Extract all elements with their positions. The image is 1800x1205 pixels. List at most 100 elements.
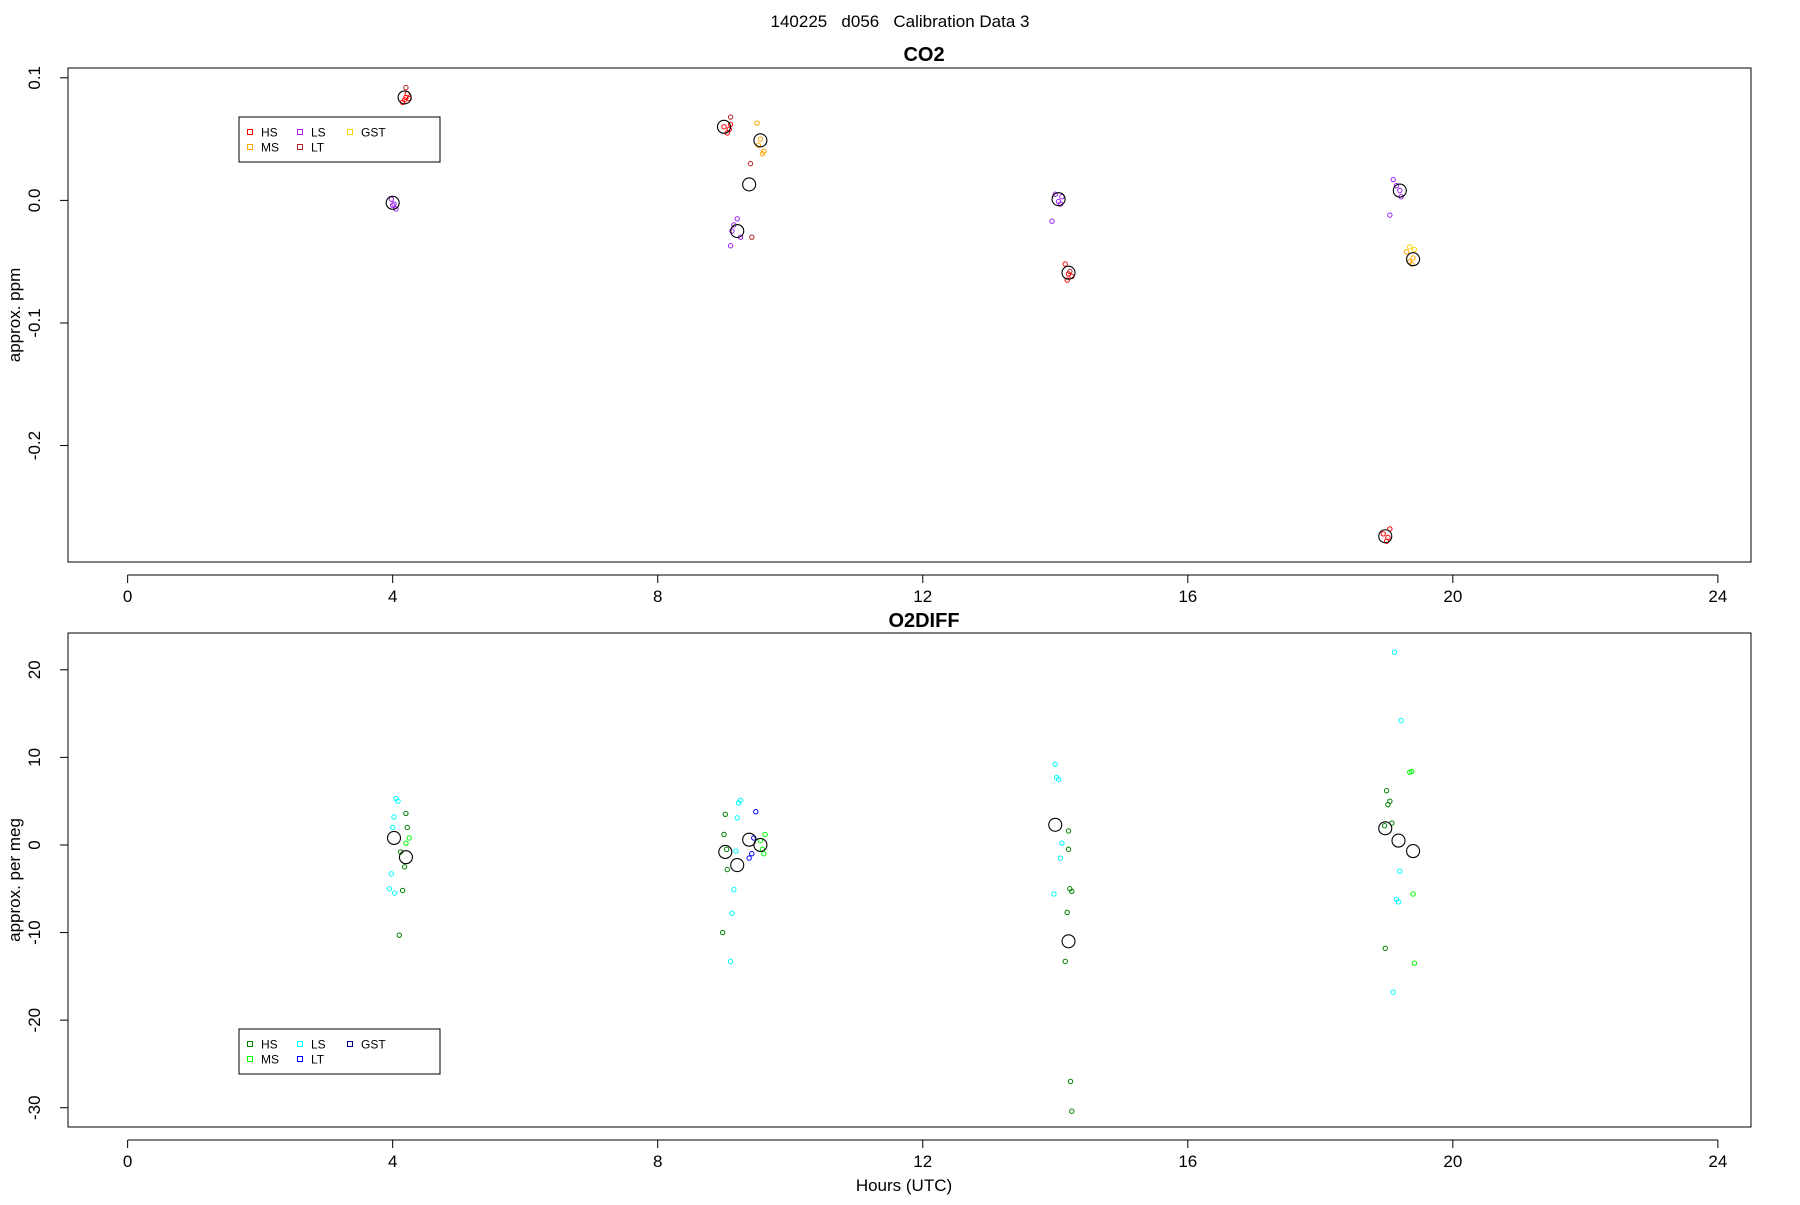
o2diff-ls-point [1052, 761, 1058, 768]
o2diff-hs-point [1069, 1108, 1075, 1114]
co2-legend-label: GST [361, 126, 386, 140]
o2diff-ms-point [761, 851, 767, 857]
o2diff-ls-point [1395, 899, 1402, 905]
co2-ls-point [389, 202, 396, 208]
o2diff-y-axis: 20 10 0 -10 -20 -30 [25, 660, 68, 1120]
o2diff-lt-point [753, 808, 759, 815]
o2diff-panel-title: O2DIFF [888, 610, 959, 632]
o2diff-hs-point [396, 932, 402, 938]
co2-legend-swatch [247, 129, 253, 135]
co2-mean-point [742, 177, 757, 192]
co2-legend-label: LS [311, 126, 326, 140]
o2diff-mean-point [1391, 833, 1406, 848]
co2-ytick-label: -0.1 [25, 308, 44, 337]
o2diff-xtick-label: 0 [123, 1152, 132, 1171]
co2-points [385, 84, 1421, 544]
co2-mean-point [1392, 183, 1407, 198]
o2diff-hs-point [1064, 909, 1070, 916]
o2diff-hs-point [724, 866, 730, 873]
o2diff-ms-point [403, 840, 409, 846]
o2diff-ls-point [1051, 891, 1057, 897]
o2diff-xtick-label: 24 [1708, 1152, 1727, 1171]
o2diff-ls-point [734, 815, 740, 821]
o2diff-hs-point [1381, 822, 1388, 829]
co2-hs-point [721, 124, 727, 130]
o2diff-hs-point [719, 929, 726, 936]
co2-xtick-label: 0 [123, 587, 132, 606]
o2diff-lt-point [749, 851, 755, 857]
o2diff-ms-point [1411, 960, 1418, 966]
o2diff-ls-point [1055, 776, 1062, 782]
o2diff-legend-swatch [297, 1041, 303, 1047]
o2diff-xtick-label: 16 [1178, 1152, 1197, 1171]
co2-legend-swatch [297, 129, 303, 135]
o2diff-hs-point [1383, 787, 1390, 794]
co2-ls-point [1393, 182, 1400, 189]
o2diff-ytick-label: 0 [25, 840, 44, 849]
o2diff-ms-point [1410, 891, 1416, 897]
o2diff-hs-point [722, 811, 728, 818]
co2-ls-point [729, 228, 735, 234]
o2diff-hs-point [1387, 798, 1393, 804]
co2-gst-point [1407, 244, 1413, 250]
o2diff-legend-swatch [247, 1056, 253, 1062]
o2diff-ytick-label: -20 [25, 1008, 44, 1033]
o2diff-hs-point [1062, 958, 1068, 965]
o2diff-xtick-label: 4 [388, 1152, 397, 1171]
co2-lt-point [749, 234, 755, 240]
co2-ls-point [727, 243, 734, 249]
co2-ytick-label: 0.1 [25, 66, 44, 90]
o2diff-xtick-label: 12 [913, 1152, 932, 1171]
co2-ytick-label: 0.0 [25, 189, 44, 213]
o2diff-legend-box [238, 1028, 441, 1075]
co2-lt-point [1067, 268, 1073, 275]
o2diff-panel: O2DIFF 20 10 0 -10 -20 -30 0 4 8 12 16 20 24 approx… [5, 610, 1752, 1171]
co2-lt-point [727, 114, 734, 120]
o2diff-legend-label: LT [311, 1053, 325, 1067]
co2-ms-point [759, 151, 766, 157]
o2diff-y-axis-label: approx. per meg [5, 818, 24, 942]
o2diff-mean-point [730, 858, 745, 873]
co2-legend-label: MS [261, 141, 279, 155]
co2-mean-point [1061, 265, 1076, 280]
o2diff-hs-point [403, 810, 409, 817]
co2-lt-point [747, 160, 754, 167]
o2diff-ms-point [1409, 768, 1415, 775]
co2-hs-point [1062, 261, 1068, 267]
o2diff-hs-point [1067, 1078, 1074, 1085]
co2-mean-point [385, 195, 400, 210]
o2diff-ls-point [395, 798, 401, 804]
o2diff-x-axis: 0 4 8 12 16 20 24 [123, 1139, 1727, 1171]
o2diff-xtick-label: 8 [653, 1152, 662, 1171]
o2diff-ls-point [391, 890, 398, 896]
o2diff-ls-point [1059, 840, 1065, 846]
co2-y-axis: 0.1 0.0 -0.1 -0.2 [25, 66, 68, 460]
co2-legend-swatch [247, 144, 253, 150]
o2diff-hs-point [399, 887, 406, 894]
co2-x-axis: 0 4 8 12 16 20 24 [123, 574, 1727, 606]
co2-mean-point [1378, 529, 1393, 544]
o2diff-mean-point [1378, 821, 1393, 836]
o2diff-lt-point [746, 855, 752, 861]
co2-legend-label: LT [311, 141, 325, 155]
o2diff-legend-swatch [297, 1056, 303, 1062]
co2-ytick-label: -0.2 [25, 431, 44, 460]
o2diff-ls-point [727, 958, 734, 965]
o2diff-ls-point [1398, 717, 1404, 724]
o2diff-ytick-label: -30 [25, 1095, 44, 1120]
o2diff-mean-point [1406, 844, 1421, 859]
o2diff-mean-point [398, 850, 413, 865]
o2diff-ls-point [1057, 855, 1064, 861]
o2diff-legend-label: LS [311, 1038, 326, 1052]
o2diff-legend-label: MS [261, 1053, 279, 1067]
o2diff-ls-point [731, 886, 737, 893]
co2-legend-swatch [347, 129, 353, 135]
co2-xtick-label: 20 [1443, 587, 1462, 606]
o2diff-mean-point [386, 830, 402, 846]
co2-hs-point [1380, 531, 1386, 537]
figure-x-axis-label: Hours (UTC) [856, 1176, 952, 1195]
co2-ms-point [1403, 249, 1410, 255]
